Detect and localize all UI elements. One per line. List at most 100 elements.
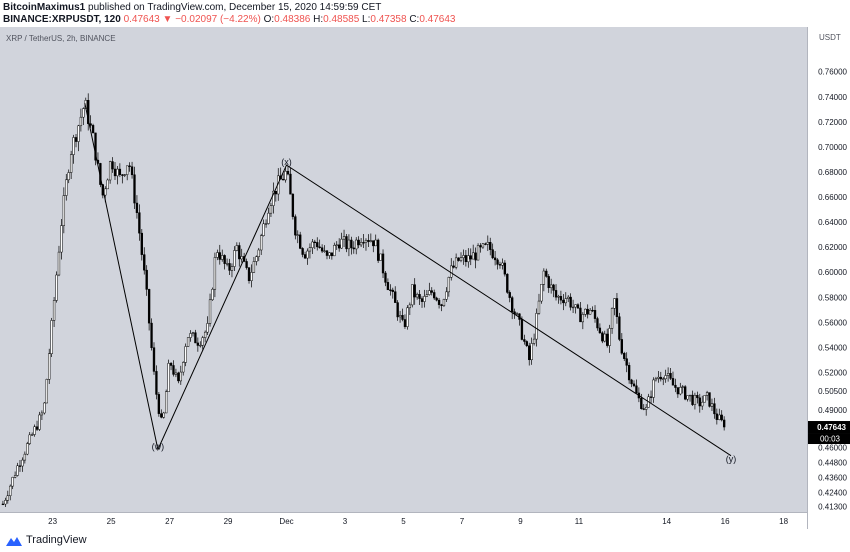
candle-body	[476, 245, 480, 261]
candle-body	[28, 434, 31, 444]
candle-body	[457, 257, 460, 261]
candle-body	[87, 100, 90, 124]
candle-body	[491, 249, 494, 259]
candle-body	[362, 242, 365, 244]
candle-body	[140, 232, 143, 255]
candle-body	[179, 371, 182, 382]
candle-body	[401, 315, 404, 320]
candle-body	[296, 234, 299, 236]
candle-body	[320, 247, 324, 252]
candle-body	[230, 266, 234, 271]
price-tick-label: 0.66000	[818, 193, 847, 202]
candle-body	[627, 365, 631, 381]
open-value: 0.48386	[274, 14, 311, 25]
tradingview-brand[interactable]: TradingView	[26, 534, 87, 546]
candle-body	[150, 322, 153, 348]
chart-area[interactable]: XRP / TetherUS, 2h, BINANCE USDT 0.41300…	[0, 27, 850, 529]
candle-body	[549, 284, 553, 289]
candle-body	[184, 346, 187, 363]
candle-body	[350, 239, 353, 249]
elliott-wave-drawing[interactable]: (w) (x) (y)	[84, 102, 737, 464]
candle-body	[48, 353, 51, 380]
wave-label[interactable]: (w)	[152, 441, 165, 451]
candle-body	[213, 257, 217, 290]
price-tick-label: 0.54000	[818, 343, 847, 352]
candle-body	[35, 426, 39, 430]
candle-body	[498, 264, 502, 266]
candle-body	[364, 239, 368, 243]
candle-body	[442, 299, 446, 306]
candle-body	[433, 292, 436, 299]
candle-body	[467, 255, 470, 263]
time-tick-label: Dec	[279, 517, 293, 526]
candle-body	[147, 289, 151, 324]
candle-body	[330, 252, 334, 257]
candle-body	[691, 394, 694, 405]
candle-body	[679, 386, 682, 395]
candle-body	[640, 397, 643, 409]
publisher-line: BitcoinMaximus1 published on TradingView…	[3, 2, 381, 14]
candle-body	[469, 255, 472, 260]
candle-body	[586, 308, 589, 315]
candle-body	[530, 343, 533, 361]
candlestick-series	[1, 93, 726, 507]
candle-body	[701, 401, 704, 407]
candle-body	[182, 362, 185, 373]
candle-body	[67, 172, 70, 181]
candle-body	[240, 256, 243, 260]
candle-body	[152, 347, 156, 372]
candle-body	[437, 299, 441, 305]
candle-body	[623, 352, 626, 359]
author-name[interactable]: BitcoinMaximus1	[3, 2, 86, 13]
candle-body	[128, 165, 131, 167]
candle-body	[203, 331, 207, 338]
wave-label[interactable]: (x)	[281, 157, 292, 167]
candle-body	[311, 241, 314, 248]
candle-body	[657, 376, 660, 379]
price-tick-label: 0.46000	[818, 444, 847, 453]
candle-body	[1, 503, 5, 506]
countdown-badge	[808, 433, 850, 445]
wave-label[interactable]: (y)	[726, 454, 737, 464]
price-tick-label: 0.52000	[818, 368, 847, 377]
candle-body	[40, 412, 44, 416]
candle-body	[593, 310, 597, 319]
candle-body	[581, 314, 585, 323]
candle-body	[303, 254, 307, 259]
price-axis[interactable]	[807, 27, 850, 529]
candle-body	[318, 246, 321, 248]
time-tick-label: 9	[518, 517, 523, 526]
candle-body	[428, 290, 431, 295]
candle-body	[376, 239, 380, 261]
tradingview-logo-icon[interactable]	[4, 534, 24, 548]
wave-path-line[interactable]	[84, 102, 732, 457]
time-axis[interactable]	[0, 512, 807, 529]
time-tick-label: 11	[575, 517, 584, 526]
price-chart[interactable]: XRP / TetherUS, 2h, BINANCE USDT 0.41300…	[0, 27, 850, 529]
candle-body	[525, 341, 528, 347]
candle-body	[379, 253, 382, 261]
candle-body	[591, 309, 594, 312]
time-tick-label: 23	[48, 517, 57, 526]
candle-body	[445, 291, 448, 300]
candle-body	[50, 320, 53, 354]
candle-body	[228, 263, 231, 271]
candle-body	[686, 395, 689, 400]
candle-body	[162, 412, 165, 418]
candle-body	[26, 443, 29, 455]
candle-body	[649, 396, 653, 398]
candle-body	[440, 304, 443, 306]
candle-body	[479, 245, 482, 248]
price-tick-label: 0.62000	[818, 243, 847, 252]
plot-background[interactable]	[0, 27, 807, 512]
candle-body	[606, 333, 609, 346]
candle-body	[384, 272, 387, 283]
candle-body	[423, 296, 426, 302]
candle-body	[664, 375, 667, 380]
candle-body	[703, 395, 706, 403]
candle-body	[52, 300, 56, 321]
time-tick-label: 7	[460, 517, 465, 526]
candle-body	[9, 485, 12, 497]
candle-body	[610, 308, 614, 329]
candle-body	[272, 190, 275, 206]
